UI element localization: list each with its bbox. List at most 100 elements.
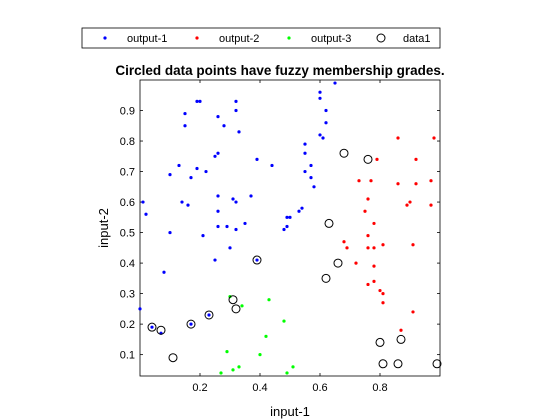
y-axis-label: input-2	[96, 208, 111, 248]
data-point	[378, 288, 382, 293]
data-point	[234, 200, 238, 204]
data-point	[207, 313, 211, 317]
data-point	[183, 111, 187, 116]
data-point	[213, 154, 217, 158]
y-tick-label: 0.9	[120, 106, 135, 118]
data-point	[318, 96, 322, 100]
data-point	[282, 227, 286, 232]
x-tick-label: 0.8	[372, 382, 387, 394]
data-point	[366, 197, 370, 201]
y-tick-label: 0.2	[120, 319, 135, 331]
data-point	[324, 121, 328, 125]
data-point	[333, 81, 337, 85]
data-point	[369, 179, 373, 183]
data-point	[267, 298, 271, 302]
y-tick-label: 0.8	[120, 136, 135, 148]
data-point	[318, 133, 322, 137]
data-point	[396, 334, 406, 344]
data-point	[156, 325, 166, 335]
data-point	[141, 200, 145, 204]
data-point	[183, 124, 187, 128]
y-tick-label: 0.6	[120, 197, 135, 209]
data-point	[189, 176, 193, 180]
data-point	[300, 206, 304, 210]
y-tick-label: 0.1	[120, 350, 135, 362]
data-point	[243, 221, 247, 226]
legend-label: data1	[403, 33, 431, 45]
legend-label: output-1	[127, 33, 167, 45]
data-point	[168, 172, 172, 177]
y-tick-label: 0.7	[120, 167, 135, 179]
data-point	[231, 197, 235, 201]
data-point	[264, 334, 268, 338]
legend: output-1 output-2 output-3 data1	[81, 27, 441, 49]
data-point	[342, 240, 346, 244]
series-data1	[147, 148, 442, 369]
legend-marker	[287, 36, 291, 40]
data-point	[363, 209, 367, 213]
chart-marks	[138, 81, 442, 375]
data-point	[357, 179, 361, 183]
data-point	[414, 157, 418, 161]
data-point	[216, 115, 220, 119]
data-point	[366, 282, 370, 287]
legend-marker	[103, 36, 107, 40]
data-point	[186, 203, 190, 207]
data-point	[375, 157, 379, 161]
data-point	[201, 234, 205, 238]
data-point	[168, 230, 172, 235]
data-point	[189, 322, 193, 326]
data-point	[216, 194, 220, 198]
data-point	[255, 258, 259, 262]
axis-ticks: 0.2 0.4 0.6 0.8 0.1 0.2 0.3 0.4 0.5 0.6 0.7 0.8 0.9	[120, 80, 440, 394]
data-point	[147, 322, 157, 332]
x-tick-label: 0.6	[312, 382, 327, 394]
data-point	[234, 108, 238, 113]
data-point	[186, 319, 196, 329]
data-point	[333, 258, 343, 268]
chart-title: Circled data points have fuzzy membershi…	[115, 63, 444, 78]
series-output-1	[138, 81, 337, 335]
legend-label: output-2	[219, 33, 259, 45]
data-point	[339, 148, 349, 158]
data-point	[366, 246, 370, 250]
x-tick-label: 0.2	[192, 382, 207, 394]
data-point	[177, 163, 181, 168]
data-point	[372, 246, 376, 250]
data-point	[345, 246, 349, 250]
data-point	[411, 310, 415, 314]
data-point	[324, 218, 334, 228]
data-point	[231, 304, 241, 314]
data-point	[282, 319, 286, 323]
data-point	[297, 209, 301, 213]
data-point	[204, 310, 214, 320]
data-point	[393, 359, 403, 369]
data-point	[285, 215, 289, 219]
data-point	[291, 365, 295, 369]
x-tick-label: 0.4	[252, 382, 267, 394]
data-point	[303, 169, 307, 174]
y-tick-label: 0.4	[120, 258, 135, 270]
data-point	[303, 151, 307, 155]
data-point	[213, 258, 217, 262]
data-point	[195, 166, 199, 171]
data-point	[168, 353, 178, 363]
legend-marker	[195, 36, 199, 40]
data-point	[144, 212, 148, 216]
data-point	[204, 169, 208, 174]
data-point	[312, 185, 316, 189]
data-point	[270, 163, 274, 168]
data-point	[225, 349, 229, 354]
data-point	[237, 130, 241, 134]
data-point	[150, 325, 154, 329]
data-point	[366, 234, 370, 238]
data-point	[381, 292, 385, 296]
data-point	[234, 99, 238, 103]
legend-label: output-3	[311, 33, 351, 45]
data-point	[408, 200, 412, 204]
data-point	[396, 182, 400, 186]
data-point	[324, 108, 328, 113]
data-point	[255, 157, 259, 161]
data-point	[321, 273, 331, 283]
